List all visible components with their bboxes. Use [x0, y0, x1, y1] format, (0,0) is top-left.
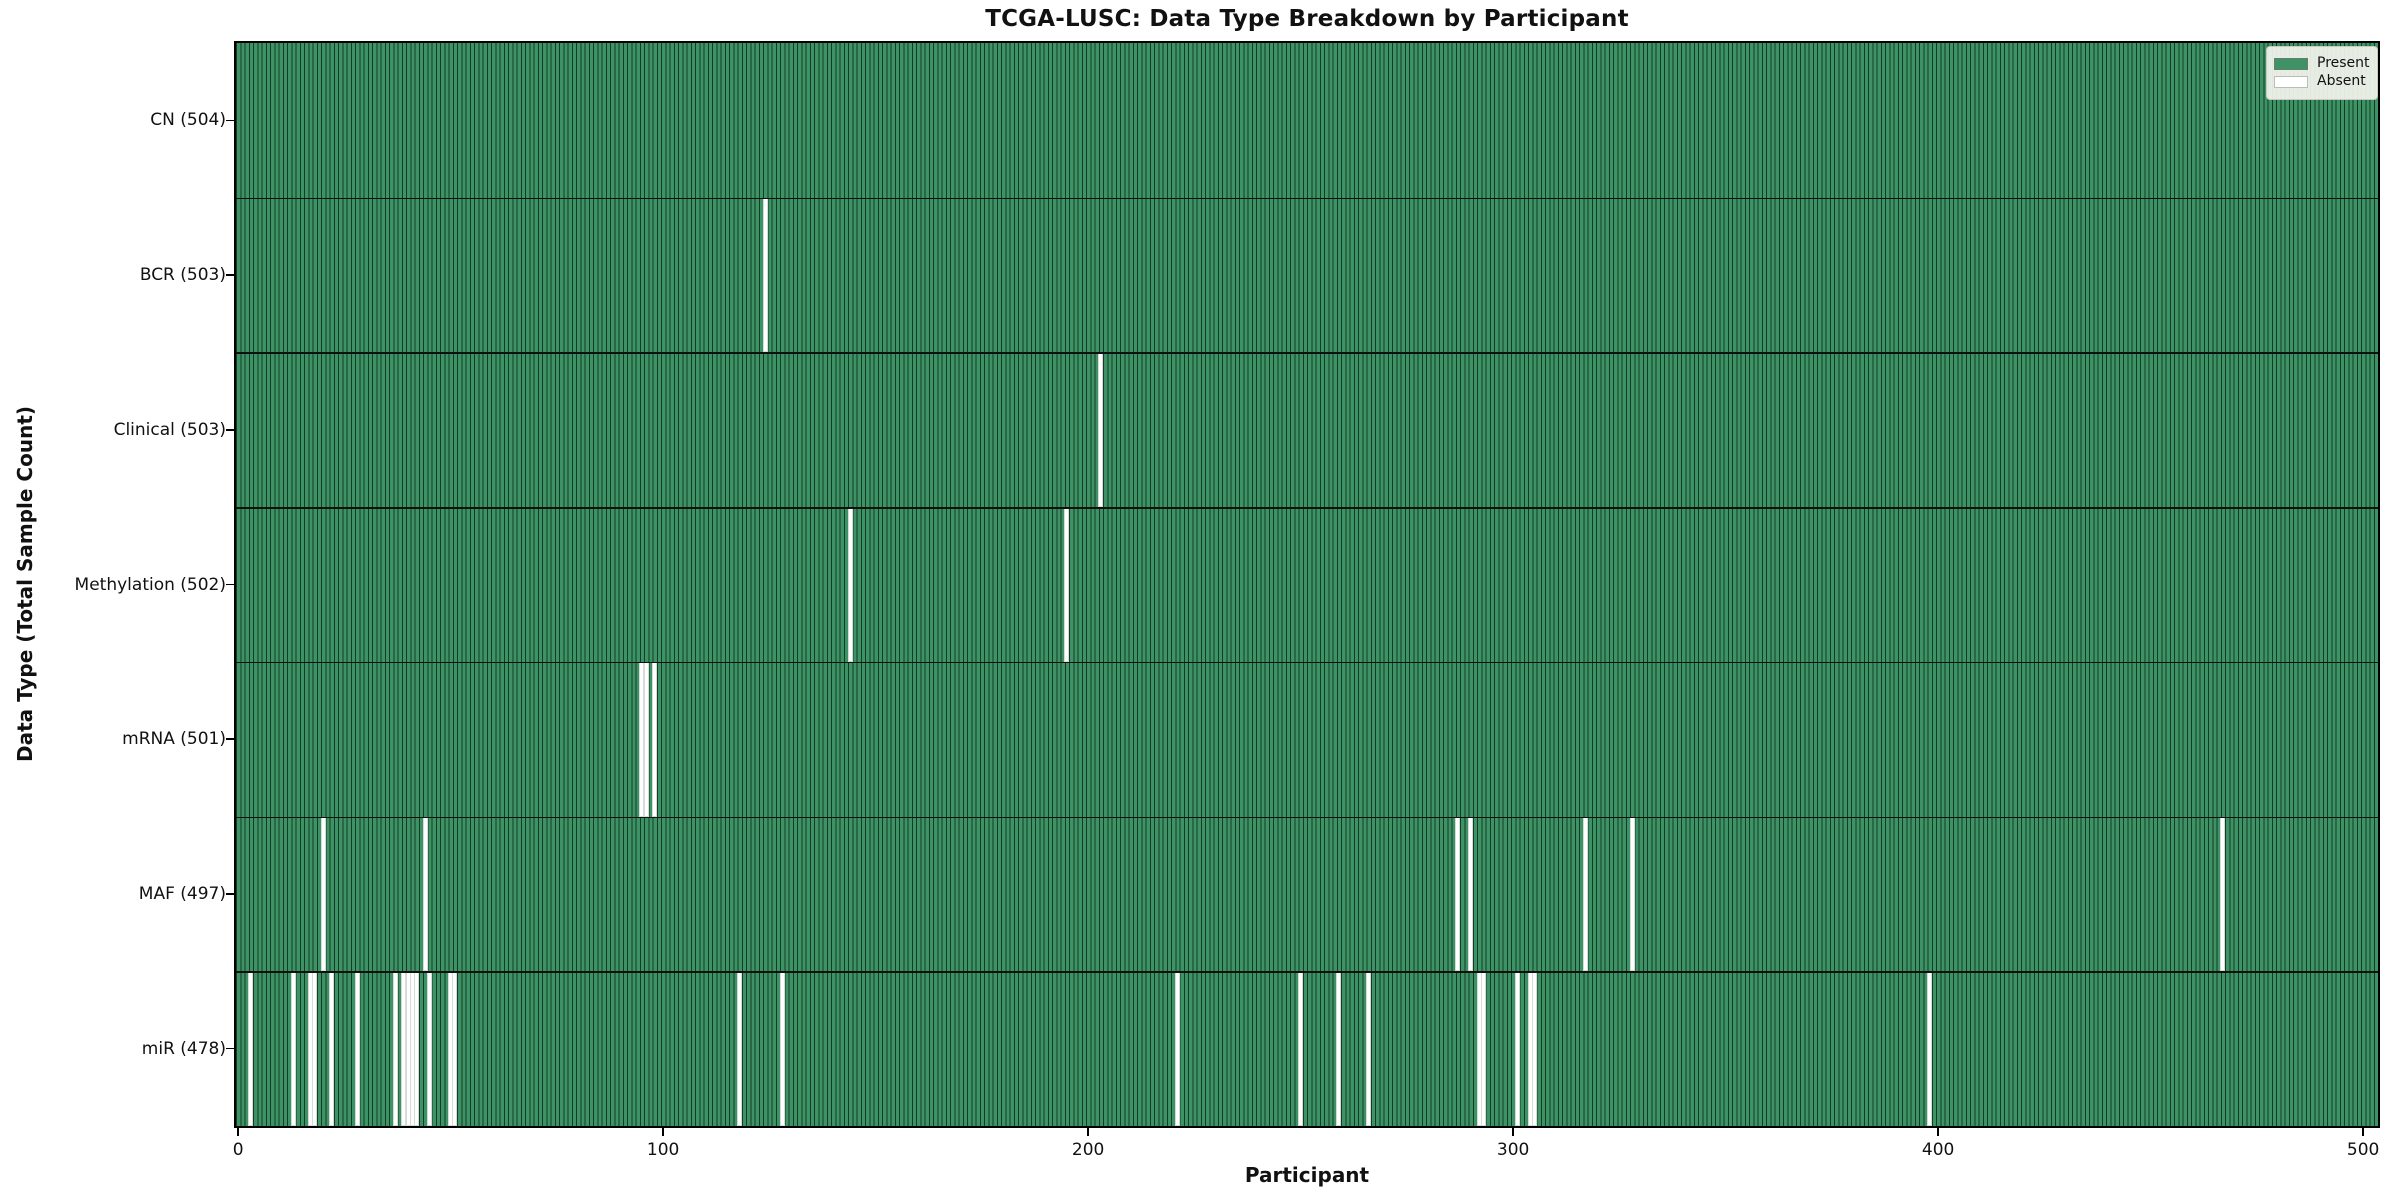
row-separator	[236, 352, 2378, 354]
legend-entry-present: Present	[2274, 55, 2370, 71]
absent-gap-marker	[409, 971, 415, 1126]
y-tick-mark	[226, 119, 234, 122]
absent-gap-marker	[762, 197, 768, 353]
data-row-cn	[236, 43, 2378, 198]
x-tick-label: 300	[1496, 1140, 1530, 1160]
row-separator	[236, 661, 2378, 664]
y-tick-mark	[226, 583, 234, 586]
absent-gap-marker	[639, 661, 645, 817]
absent-gap-marker	[1514, 971, 1520, 1126]
absent-gap-marker	[1527, 971, 1533, 1126]
absent-gap-marker	[312, 971, 318, 1126]
x-tick-mark	[1512, 1128, 1514, 1136]
legend-label: Absent	[2317, 73, 2366, 90]
absent-gap-marker	[1455, 816, 1461, 972]
y-tick-label: BCR (503)	[139, 265, 226, 286]
absent-gap-marker	[401, 971, 407, 1126]
data-row-mir	[236, 971, 2378, 1126]
legend-swatch-present	[2274, 57, 2308, 70]
data-row-methylation	[236, 507, 2378, 662]
y-tick-mark	[226, 1047, 234, 1050]
data-row-bcr	[236, 197, 2378, 353]
data-row-clinical	[236, 352, 2378, 508]
x-tick-label: 400	[1921, 1140, 1955, 1160]
absent-gap-marker	[779, 971, 785, 1126]
x-tick-label: 0	[232, 1140, 244, 1160]
absent-gap-marker	[414, 971, 420, 1126]
y-tick-label: CN (504)	[150, 110, 226, 131]
absent-gap-marker	[643, 661, 649, 817]
absent-gap-marker	[1098, 352, 1104, 508]
absent-gap-marker	[1468, 816, 1474, 972]
x-tick-mark	[2362, 1128, 2364, 1136]
absent-gap-marker	[1927, 971, 1933, 1126]
legend: Present Absent	[2266, 46, 2378, 100]
absent-gap-marker	[248, 971, 254, 1126]
absent-gap-marker	[354, 971, 360, 1126]
y-tick-label: Clinical (503)	[113, 419, 226, 440]
y-tick-mark	[226, 738, 234, 740]
y-tick-mark	[226, 893, 234, 895]
absent-gap-marker	[422, 816, 428, 972]
legend-label: Present	[2317, 55, 2370, 71]
absent-gap-marker	[1064, 507, 1070, 662]
y-tick-label: MAF (497)	[138, 883, 226, 904]
x-axis-label: Participant	[1244, 1163, 1370, 1187]
x-tick-mark	[1087, 1128, 1089, 1136]
row-separator	[236, 507, 2378, 509]
x-tick-mark	[662, 1128, 664, 1136]
data-row-mrna	[236, 661, 2378, 817]
absent-gap-marker	[307, 971, 313, 1126]
y-tick-label: miR (478)	[141, 1038, 226, 1059]
absent-gap-marker	[1582, 816, 1588, 972]
absent-gap-marker	[405, 971, 411, 1126]
absent-gap-marker	[2220, 816, 2226, 972]
x-tick-label: 200	[1071, 1140, 1105, 1160]
absent-gap-marker	[426, 971, 432, 1126]
absent-gap-marker	[1531, 971, 1537, 1126]
row-separator	[236, 816, 2378, 819]
legend-entry-absent: Absent	[2274, 73, 2369, 90]
x-tick-label: 500	[2346, 1140, 2380, 1160]
row-separator	[236, 197, 2378, 200]
row-separator	[236, 971, 2378, 973]
data-row-maf	[236, 816, 2378, 972]
y-tick-label: mRNA (501)	[122, 729, 226, 750]
x-tick-label: 100	[646, 1140, 680, 1160]
y-axis-label: Data Type (Total Sample Count)	[13, 405, 37, 763]
absent-gap-marker	[1298, 971, 1304, 1126]
absent-gap-marker	[448, 971, 454, 1126]
chart-title: TCGA-LUSC: Data Type Breakdown by Partic…	[985, 6, 1629, 32]
absent-gap-marker	[452, 971, 458, 1126]
absent-gap-marker	[737, 971, 743, 1126]
x-tick-mark	[1937, 1128, 1939, 1136]
absent-gap-marker	[290, 971, 296, 1126]
plot-area	[234, 41, 2380, 1128]
y-tick-mark	[226, 274, 234, 276]
absent-gap-marker	[1336, 971, 1342, 1126]
y-tick-label: Methylation (502)	[74, 574, 226, 595]
absent-gap-marker	[1629, 816, 1635, 972]
absent-gap-marker	[392, 971, 398, 1126]
absent-gap-marker	[329, 971, 335, 1126]
absent-gap-marker	[847, 507, 853, 662]
absent-gap-marker	[320, 816, 326, 972]
absent-gap-marker	[652, 661, 658, 817]
absent-gap-marker	[1174, 971, 1180, 1126]
absent-gap-marker	[1476, 971, 1482, 1126]
absent-gap-marker	[1480, 971, 1486, 1126]
y-tick-mark	[226, 429, 234, 431]
absent-gap-marker	[1366, 971, 1372, 1126]
x-tick-mark	[237, 1128, 239, 1136]
legend-swatch-absent	[2274, 76, 2308, 89]
